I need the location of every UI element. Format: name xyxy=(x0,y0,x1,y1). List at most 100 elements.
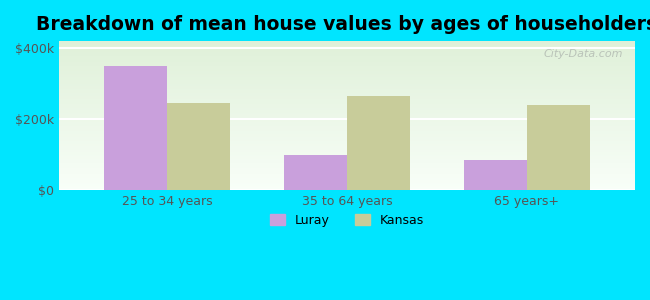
Bar xyxy=(59,123,635,125)
Bar xyxy=(59,68,635,70)
Bar xyxy=(104,66,167,190)
Bar xyxy=(59,164,635,165)
Bar xyxy=(59,95,635,96)
Bar xyxy=(59,154,635,156)
Bar xyxy=(59,165,635,166)
Bar xyxy=(59,186,635,187)
Bar xyxy=(59,71,635,72)
Bar xyxy=(59,78,635,80)
Bar xyxy=(59,148,635,150)
Bar xyxy=(59,61,635,62)
Bar xyxy=(59,132,635,134)
Bar xyxy=(59,125,635,126)
Bar xyxy=(527,105,590,190)
Bar xyxy=(59,146,635,147)
Bar xyxy=(59,136,635,138)
Bar xyxy=(59,56,635,58)
Bar xyxy=(59,89,635,90)
Bar xyxy=(59,130,635,132)
Bar xyxy=(59,142,635,144)
Bar xyxy=(59,189,635,190)
Bar xyxy=(59,128,635,129)
Bar xyxy=(59,105,635,107)
Bar xyxy=(59,178,635,180)
Bar xyxy=(59,50,635,52)
Bar xyxy=(59,126,635,128)
Bar xyxy=(59,41,635,43)
Bar xyxy=(59,174,635,176)
Bar xyxy=(59,120,635,122)
Bar xyxy=(59,96,635,98)
Bar xyxy=(59,159,635,160)
Bar xyxy=(59,49,635,50)
Bar xyxy=(59,122,635,123)
Bar xyxy=(59,187,635,189)
Bar xyxy=(59,113,635,114)
Bar xyxy=(59,172,635,174)
Bar xyxy=(59,75,635,77)
Bar xyxy=(59,62,635,64)
Bar xyxy=(59,81,635,83)
Bar xyxy=(59,180,635,182)
Bar xyxy=(59,83,635,84)
Bar xyxy=(59,43,635,44)
Bar xyxy=(59,59,635,61)
Bar xyxy=(59,101,635,102)
Legend: Luray, Kansas: Luray, Kansas xyxy=(265,209,429,232)
Bar xyxy=(59,67,635,68)
Bar xyxy=(59,147,635,148)
Bar xyxy=(59,138,635,140)
Bar xyxy=(59,93,635,95)
Bar xyxy=(59,102,635,104)
Bar xyxy=(59,183,635,184)
Bar xyxy=(59,47,635,49)
Bar xyxy=(59,98,635,99)
Bar xyxy=(59,108,635,110)
Bar xyxy=(59,116,635,117)
Bar xyxy=(59,46,635,47)
Bar xyxy=(59,135,635,136)
Bar xyxy=(59,74,635,75)
Bar xyxy=(59,150,635,152)
Bar xyxy=(59,140,635,141)
Bar xyxy=(347,96,410,190)
Bar xyxy=(59,64,635,65)
Bar xyxy=(59,84,635,86)
Bar xyxy=(59,171,635,172)
Bar xyxy=(59,158,635,159)
Bar xyxy=(59,169,635,171)
Bar xyxy=(464,160,527,190)
Bar xyxy=(59,156,635,158)
Bar xyxy=(59,134,635,135)
Bar xyxy=(59,80,635,81)
Bar xyxy=(59,92,635,93)
Bar xyxy=(59,72,635,74)
Bar xyxy=(59,44,635,46)
Bar xyxy=(59,168,635,170)
Bar xyxy=(59,177,635,178)
Bar xyxy=(59,107,635,108)
Bar xyxy=(59,184,635,186)
Bar xyxy=(59,70,635,71)
Bar xyxy=(167,103,230,190)
Bar xyxy=(59,167,635,168)
Bar xyxy=(59,153,635,154)
Title: Breakdown of mean house values by ages of householders: Breakdown of mean house values by ages o… xyxy=(36,15,650,34)
Bar xyxy=(59,86,635,87)
Bar xyxy=(59,52,635,53)
Bar xyxy=(59,65,635,67)
Bar xyxy=(59,110,635,111)
Bar xyxy=(59,58,635,59)
Bar xyxy=(59,55,635,56)
Bar xyxy=(59,144,635,146)
Bar xyxy=(59,111,635,113)
Bar xyxy=(284,155,347,190)
Bar xyxy=(59,104,635,105)
Bar xyxy=(59,114,635,116)
Bar xyxy=(59,87,635,89)
Bar xyxy=(59,77,635,78)
Bar xyxy=(59,99,635,101)
Bar xyxy=(59,129,635,130)
Bar xyxy=(59,176,635,177)
Bar xyxy=(59,162,635,164)
